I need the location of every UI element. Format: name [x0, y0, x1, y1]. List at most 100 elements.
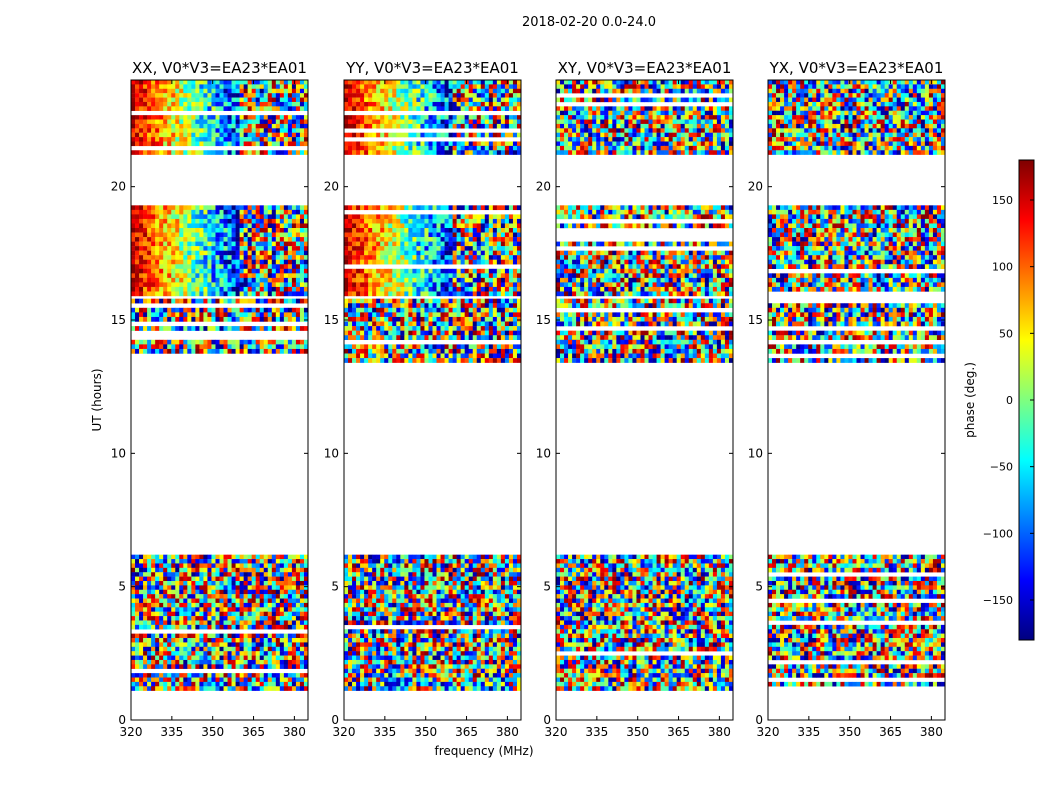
heatmap-cell	[151, 664, 156, 669]
heatmap-cell	[400, 218, 405, 224]
heatmap-cell	[291, 677, 297, 683]
heatmap-cell	[400, 101, 405, 107]
heatmap-cell	[239, 559, 244, 564]
heatmap-cell	[207, 132, 212, 138]
heatmap-cell	[267, 259, 273, 265]
heatmap-cell	[496, 326, 502, 331]
heatmap-cell	[227, 316, 232, 322]
heatmap-cell	[219, 642, 224, 647]
heatmap-cell	[344, 132, 349, 138]
heatmap-cell	[500, 316, 506, 322]
heatmap-cell	[135, 209, 140, 215]
heatmap-cell	[139, 616, 144, 621]
heatmap-cell	[171, 88, 176, 94]
heatmap-cell	[151, 598, 156, 604]
heatmap-cell	[235, 277, 240, 283]
heatmap-cell	[267, 585, 273, 590]
heatmap-cell	[195, 115, 200, 120]
heatmap-cell	[179, 563, 184, 569]
heatmap-cell	[263, 348, 269, 354]
heatmap-cell	[235, 567, 240, 573]
heatmap-cell	[360, 218, 365, 224]
heatmap-cell	[287, 344, 293, 350]
heatmap-cell	[227, 115, 232, 120]
heatmap-cell	[179, 659, 184, 665]
heatmap-cell	[195, 659, 200, 665]
heatmap-cell	[484, 259, 490, 265]
heatmap-cell	[255, 602, 261, 608]
heatmap-cell	[267, 638, 273, 643]
heatmap-cell	[147, 307, 152, 313]
heatmap-cell	[239, 646, 244, 652]
heatmap-cell	[219, 620, 224, 626]
heatmap-cell	[139, 602, 144, 608]
heatmap-cell	[416, 312, 421, 318]
heatmap-cell	[460, 335, 465, 341]
heatmap-cell	[243, 598, 248, 604]
heatmap-cell	[396, 88, 401, 94]
heatmap-cell	[131, 312, 136, 318]
heatmap-cell	[251, 344, 256, 350]
heatmap-cell	[155, 282, 160, 288]
heatmap-cell	[452, 237, 457, 242]
heatmap-cell	[215, 673, 220, 678]
heatmap-cell	[235, 205, 240, 211]
heatmap-cell	[420, 205, 425, 211]
heatmap-cell	[131, 119, 136, 125]
heatmap-cell	[392, 250, 397, 256]
heatmap-cell	[283, 291, 289, 297]
heatmap-cell	[211, 307, 216, 313]
heatmap-cell	[303, 137, 309, 142]
heatmap-cell	[171, 554, 176, 560]
heatmap-cell	[275, 80, 281, 85]
heatmap-cell	[211, 642, 216, 647]
heatmap-cell	[448, 97, 453, 103]
heatmap-cell	[352, 268, 357, 274]
heatmap-cell	[424, 259, 429, 265]
heatmap-cell	[195, 646, 200, 652]
heatmap-cell	[448, 298, 453, 304]
heatmap-cell	[488, 316, 494, 322]
heatmap-cell	[211, 594, 216, 599]
heatmap-cell	[388, 291, 393, 297]
heatmap-cell	[464, 101, 469, 107]
heatmap-cell	[452, 132, 457, 138]
heatmap-cell	[299, 298, 305, 304]
heatmap-cell	[283, 241, 289, 247]
heatmap-cell	[516, 145, 522, 151]
heatmap-cell	[512, 141, 518, 147]
heatmap-cell	[159, 119, 164, 125]
heatmap-cell	[207, 686, 212, 691]
heatmap-cell	[139, 589, 144, 595]
heatmap-cell	[424, 246, 429, 251]
heatmap-cell	[251, 214, 256, 220]
heatmap-cell	[392, 246, 397, 251]
heatmap-cell	[251, 651, 256, 656]
heatmap-cell	[179, 316, 184, 322]
heatmap-cell	[291, 602, 297, 608]
heatmap-cell	[231, 264, 236, 269]
heatmap-cell	[259, 659, 265, 665]
heatmap-cell	[247, 137, 252, 142]
heatmap-cell	[283, 646, 289, 652]
heatmap-cell	[448, 291, 453, 297]
heatmap-cell	[143, 677, 148, 683]
heatmap-cell	[147, 673, 152, 678]
heatmap-cell	[187, 106, 192, 111]
heatmap-cell	[171, 259, 176, 265]
heatmap-cell	[159, 250, 164, 256]
heatmap-cell	[243, 585, 248, 590]
heatmap-cell	[167, 567, 172, 573]
heatmap-cell	[464, 255, 469, 260]
heatmap-cell	[147, 651, 152, 656]
heatmap-cell	[432, 277, 437, 283]
heatmap-cell	[131, 232, 136, 238]
heatmap-cell	[412, 312, 417, 318]
heatmap-cell	[223, 559, 228, 564]
heatmap-cell	[504, 228, 510, 233]
heatmap-cell	[171, 97, 176, 103]
heatmap-cell	[440, 298, 445, 304]
heatmap-cell	[159, 84, 164, 89]
heatmap-cell	[275, 316, 281, 322]
heatmap-cell	[239, 598, 244, 604]
